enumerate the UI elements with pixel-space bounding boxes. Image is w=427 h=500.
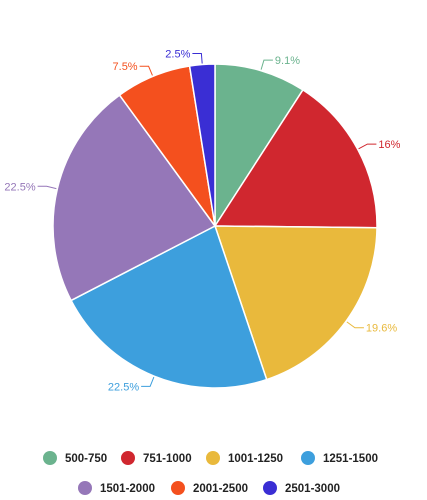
legend-label-1251-1500: 1251-1500 (323, 453, 378, 465)
legend-swatch-1001-1250 (206, 451, 220, 465)
legend-label-2501-3000: 2501-3000 (285, 483, 340, 495)
pie-slice-751-1000 (213, 88, 378, 229)
pie-slice-1251-1500 (70, 224, 268, 389)
legend-item-1001-1250[interactable]: 1001-1250 (206, 451, 283, 465)
legend-item-500-750[interactable]: 500-750 (43, 451, 107, 465)
leader-line-500-750 (260, 59, 273, 70)
legend-swatch-2001-2500 (171, 481, 185, 495)
slice-label-751-1000: 16% (378, 139, 400, 151)
slice-leader-lines (37, 53, 377, 387)
legend-swatch-1501-2000 (78, 481, 92, 495)
legend-swatch-751-1000 (121, 451, 135, 465)
leader-line-1001-1250 (346, 321, 364, 329)
legend-label-1001-1250: 1001-1250 (228, 453, 283, 465)
legend-label-500-750: 500-750 (65, 453, 107, 465)
legend-label-751-1000: 751-1000 (143, 453, 192, 465)
legend-item-751-1000[interactable]: 751-1000 (121, 451, 192, 465)
legend-item-2501-3000[interactable]: 2501-3000 (263, 481, 340, 495)
legend: 500-750 751-1000 1001-1250 1251-1500 1501-20… (43, 451, 378, 495)
pie-slice-500-750 (214, 63, 304, 229)
legend-swatch-1251-1500 (301, 451, 315, 465)
legend-item-1501-2000[interactable]: 1501-2000 (78, 481, 155, 495)
leader-line-1501-2000 (37, 185, 57, 190)
slice-label-2501-3000: 2.5% (165, 49, 190, 61)
slice-labels: 9.1% 16% 19.6% 22.5% 22.5% 7.5% 2.5% (4, 49, 400, 394)
legend-item-1251-1500[interactable]: 1251-1500 (301, 451, 378, 465)
legend-swatch-500-750 (43, 451, 57, 465)
leader-line-2001-2500 (139, 65, 153, 76)
leader-line-751-1000 (358, 143, 377, 150)
slice-label-1251-1500: 22.5% (108, 381, 139, 393)
legend-label-2001-2500: 2001-2500 (193, 483, 248, 495)
pie-slice-1501-2000 (52, 94, 217, 302)
legend-swatch-2501-3000 (263, 481, 277, 495)
leader-line-1251-1500 (141, 376, 155, 387)
pie-slice-2501-3000 (188, 63, 216, 227)
slice-label-500-750: 9.1% (275, 55, 300, 67)
slice-label-2001-2500: 7.5% (113, 61, 138, 73)
slice-label-1001-1250: 19.6% (366, 323, 397, 335)
leader-line-2501-3000 (192, 53, 203, 64)
legend-item-2001-2500[interactable]: 2001-2500 (171, 481, 248, 495)
legend-label-1501-2000: 1501-2000 (100, 483, 155, 495)
pie-slices (52, 63, 378, 389)
pie-slice-1001-1250 (213, 225, 378, 381)
slice-label-1501-2000: 22.5% (4, 181, 35, 193)
